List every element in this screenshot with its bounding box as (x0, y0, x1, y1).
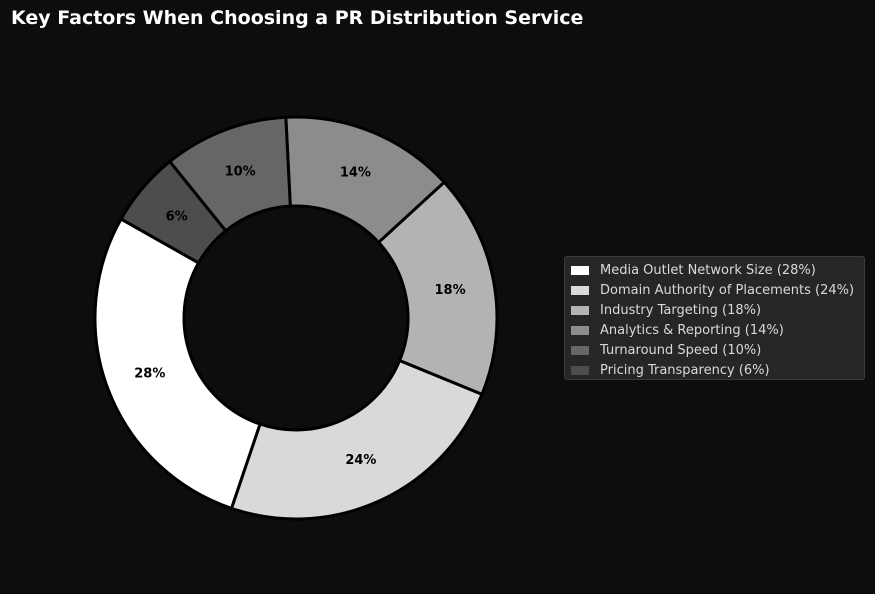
slice-label-1: 28% (134, 366, 165, 381)
slice-label-5: 10% (225, 164, 256, 179)
legend-swatch (571, 365, 589, 375)
pie-slice-1 (93, 216, 262, 511)
legend-item-6: Pricing Transparency (6%) (571, 360, 864, 380)
slice-label-3: 18% (435, 283, 466, 298)
chart-title: Key Factors When Choosing a PR Distribut… (11, 7, 584, 29)
slice-label-2: 24% (345, 453, 376, 468)
pie-slice-2 (229, 358, 484, 521)
legend-swatch (571, 325, 589, 335)
legend-label: Media Outlet Network Size (28%) (600, 262, 816, 278)
legend-item-4: Analytics & Reporting (14%) (571, 320, 864, 340)
pie-slice-6 (119, 159, 228, 265)
legend-item-1: Media Outlet Network Size (28%) (571, 260, 864, 280)
slice-label-4: 14% (340, 166, 371, 181)
legend-swatch (571, 305, 589, 315)
legend-label: Industry Targeting (18%) (600, 302, 762, 318)
legend-swatch (571, 345, 589, 355)
legend-item-3: Industry Targeting (18%) (571, 300, 864, 320)
legend-swatch (571, 285, 589, 295)
slice-label-6: 6% (166, 209, 188, 224)
donut-chart: 28% 24% 18% 14% 10% 6% (93, 115, 499, 521)
legend-label: Analytics & Reporting (14%) (600, 322, 784, 338)
legend-label: Turnaround Speed (10%) (600, 342, 762, 358)
legend-label: Pricing Transparency (6%) (600, 362, 770, 378)
legend-swatch (571, 265, 589, 275)
pie-slice-3 (376, 180, 499, 397)
legend-item-2: Domain Authority of Placements (24%) (571, 280, 864, 300)
legend-item-5: Turnaround Speed (10%) (571, 340, 864, 360)
chart-legend: Media Outlet Network Size (28%) Domain Au… (564, 256, 865, 380)
legend-label: Domain Authority of Placements (24%) (600, 282, 855, 298)
